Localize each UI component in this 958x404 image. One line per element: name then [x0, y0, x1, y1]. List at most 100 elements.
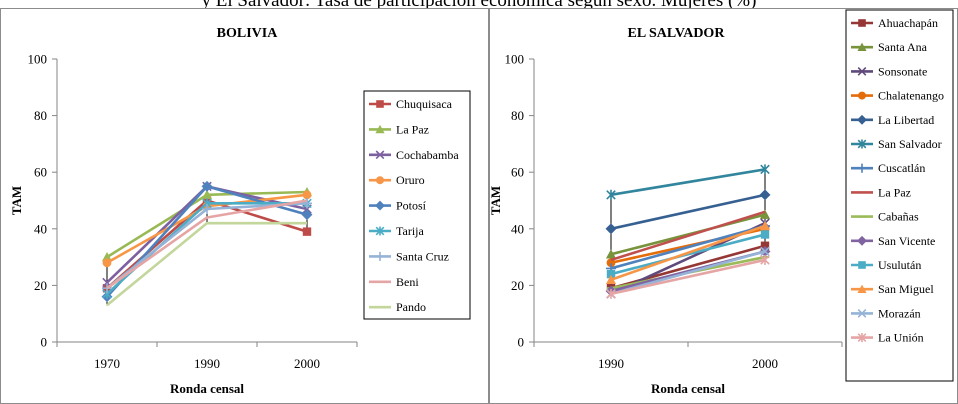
bolivia-point-potosi [301, 209, 313, 221]
bolivia-y-tick-label: 20 [34, 278, 47, 293]
bolivia-legend-label-la-paz: La Paz [396, 122, 429, 136]
el-salvador-y-tick-label: 0 [518, 335, 525, 350]
bolivia-legend-marker-la-paz [375, 124, 385, 134]
el-salvador-point-la-libertad [605, 223, 617, 235]
el-salvador-legend-label-san-vicente: San Vicente [878, 234, 935, 248]
el-salvador-y-tick-label: 60 [511, 165, 524, 180]
el-salvador-series-line-san-salvador [610, 168, 766, 197]
bolivia-legend-label-oruro: Oruro [396, 173, 425, 187]
el-salvador-legend-marker-san-miguel [857, 284, 867, 293]
bolivia-series-line-pando [106, 221, 307, 307]
bolivia-legend-label-pando: Pando [396, 300, 426, 314]
bolivia-legend-marker-tarija [375, 226, 385, 236]
el-salvador-legend-label-usulutan: Usulután [878, 258, 921, 272]
el-salvador-legend-label-san-salvador: San Salvador [878, 137, 942, 151]
el-salvador-point-usulutan [606, 269, 616, 279]
bolivia-point-chuquisaca [302, 227, 312, 236]
el-salvador-point-la-libertad [759, 189, 771, 201]
el-salvador-legend-label-sonsonate: Sonsonate [878, 64, 927, 78]
el-salvador-legend-marker-chalatenango [858, 91, 866, 100]
el-salvador-chart: EL SALVADOR 0 20 40 60 80 100 1990 2000 Ronda cen… [490, 9, 954, 396]
bolivia-legend-marker-santa-cruz [375, 251, 385, 261]
bolivia-legend-label-potosi: Potosí [396, 199, 427, 213]
el-salvador-point-san-salvador [606, 189, 616, 200]
bolivia-legend-label-santa-cruz: Santa Cruz [396, 249, 449, 263]
el-salvador-legend-label-cabanas: Cabañas [878, 210, 919, 224]
bolivia-point-la-paz [101, 252, 113, 262]
el-salvador-legend-marker-cuscatlan [857, 163, 867, 173]
el-salvador-legend-marker-morazan [857, 309, 867, 318]
bolivia-legend-marker-potosi [375, 200, 385, 211]
bolivia-point-potosi [201, 180, 213, 192]
bolivia-legend-label-beni: Beni [396, 275, 419, 289]
el-salvador-legend-label-ahuachapan: Ahuachapán [878, 16, 938, 30]
el-salvador-point-san-miguel [759, 220, 771, 231]
el-salvador-legend-marker-usulutan [858, 261, 866, 269]
el-salvador-legend-marker-sonsonate [857, 67, 867, 76]
bolivia-point-oruro [102, 258, 112, 268]
el-salvador-series-line-santa-ana [610, 213, 766, 256]
el-salvador-legend-label-cuscatlan: Cuscatlán [878, 161, 925, 175]
bolivia-x-axis-label: Ronda censal [170, 381, 244, 396]
el-salvador-point-la-union [760, 254, 770, 265]
el-salvador-point-santa-ana [605, 249, 617, 259]
el-salvador-point-la-union [606, 288, 616, 299]
bolivia-chart-title: BOLIVIA [217, 26, 279, 41]
bolivia-point-santa-cruz [201, 203, 213, 215]
bolivia-legend-label-chuquisaca: Chuquisaca [396, 97, 453, 111]
el-salvador-x-tick-label: 1990 [598, 356, 624, 371]
bolivia-point-oruro [302, 190, 312, 200]
el-salvador-legend-marker-san-vicente [857, 235, 867, 246]
bolivia-legend-label-cochabamba: Cochabamba [396, 148, 459, 162]
el-salvador-y-axis-label: TAM [490, 186, 503, 215]
el-salvador-legend-marker-santa-ana [857, 42, 867, 51]
el-salvador-chart-title: EL SALVADOR [628, 26, 726, 41]
bolivia-series-line-beni [106, 199, 308, 290]
bolivia-legend-marker-cochabamba [375, 150, 385, 160]
el-salvador-y-tick-label: 20 [511, 278, 524, 293]
el-salvador-point-usulutan [760, 230, 770, 239]
bolivia-y-tick-label: 0 [41, 335, 48, 350]
el-salvador-legend-label-morazan: Morazán [878, 306, 921, 320]
bolivia-legend-marker-chuquisaca [376, 100, 384, 108]
bolivia-point-la-paz [201, 189, 213, 200]
bolivia-legend-label-tarija: Tarija [396, 224, 424, 238]
el-salvador-legend-label-san-miguel: San Miguel [878, 282, 934, 296]
el-salvador-series-line-cuscatlan [610, 224, 766, 270]
el-salvador-legend-marker-san-salvador [857, 139, 867, 149]
chart-panel-el-salvador: EL SALVADOR 0 20 40 60 80 100 1990 2000 Ronda cen… [489, 8, 958, 404]
figure-caption: y El Salvador: Tasa de participación eco… [201, 0, 757, 11]
bolivia-y-axis-label: TAM [9, 186, 24, 215]
el-salvador-y-tick-label: 80 [511, 108, 524, 123]
el-salvador-point-san-salvador [760, 164, 770, 175]
bolivia-legend-marker-oruro [376, 176, 384, 185]
el-salvador-legend-label-la-libertad: La Libertad [878, 113, 934, 127]
bolivia-x-tick-label: 1990 [194, 356, 220, 371]
el-salvador-series-line-morazan [610, 250, 766, 296]
el-salvador-series-line-la-paz [610, 210, 766, 262]
el-salvador-y-tick-label: 40 [511, 221, 524, 236]
el-salvador-legend-label-la-paz: La Paz [878, 185, 911, 199]
bolivia-y-tick-label: 60 [34, 165, 47, 180]
bolivia-y-tick-label: 40 [34, 221, 47, 236]
el-salvador-legend-marker-la-libertad [857, 114, 867, 125]
bolivia-x-tick-label: 1970 [94, 356, 120, 371]
el-salvador-legend-label-santa-ana: Santa Ana [878, 40, 928, 54]
el-salvador-legend-label-la-union: La Unión [878, 331, 924, 345]
bolivia-chart: BOLIVIA 0 20 40 60 80 100 1970 1990 2000 Ronda cen… [9, 26, 471, 396]
el-salvador-legend-marker-ahuachapan [858, 19, 866, 27]
bolivia-y-tick-label: 80 [34, 108, 47, 123]
el-salvador-legend-label-chalatenango: Chalatenango [878, 89, 944, 103]
el-salvador-point-san-miguel [605, 274, 617, 284]
el-salvador-x-tick-label: 2000 [752, 356, 778, 371]
el-salvador-point-morazan [760, 246, 770, 257]
el-salvador-series-line-la-union [610, 258, 766, 296]
el-salvador-series-line-san-miguel [610, 224, 766, 281]
el-salvador-y-tick-label: 100 [505, 52, 525, 67]
bolivia-point-santa-cruz [301, 198, 313, 209]
bolivia-y-tick-label: 100 [28, 52, 48, 67]
el-salvador-point-ahuachapan [760, 241, 770, 250]
chart-panel-bolivia: BOLIVIA 0 20 40 60 80 100 1970 1990 2000 Ronda cen… [0, 8, 489, 404]
el-salvador-series-line-la-libertad [610, 193, 766, 231]
bolivia-x-tick-label: 2000 [294, 356, 320, 371]
